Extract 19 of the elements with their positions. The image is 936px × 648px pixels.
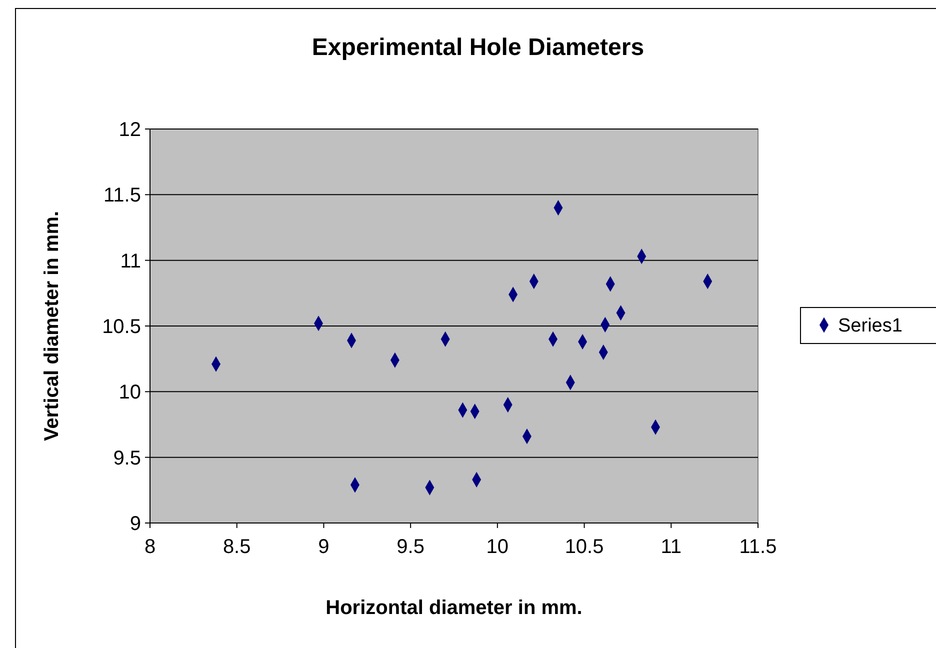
y-tick-label: 11	[120, 250, 141, 272]
x-tick-label: 10.5	[564, 536, 604, 558]
y-tick-label: 11.5	[104, 184, 141, 207]
x-tick-label: 9	[318, 536, 330, 558]
x-tick-label: 8.5	[222, 536, 251, 558]
y-tick-label: 9	[130, 513, 141, 535]
y-tick-label: 9.5	[113, 447, 141, 470]
y-tick-label: 12	[118, 119, 141, 141]
x-tick-label: 10	[486, 536, 509, 558]
legend-label: Series1	[838, 316, 902, 337]
x-tick-label: 11	[660, 536, 682, 558]
x-tick-label: 9.5	[396, 536, 424, 558]
y-tick-label: 10.5	[102, 316, 141, 338]
x-tick-label: 8	[144, 536, 156, 558]
x-tick-label: 11.5	[739, 536, 777, 558]
y-tick-label: 10	[118, 382, 141, 404]
chart-title: Experimental Hole Diameters	[312, 34, 644, 61]
x-axis-title: Horizontal diameter in mm.	[326, 597, 582, 619]
y-axis-title: Vertical diameter in mm.	[41, 210, 63, 442]
